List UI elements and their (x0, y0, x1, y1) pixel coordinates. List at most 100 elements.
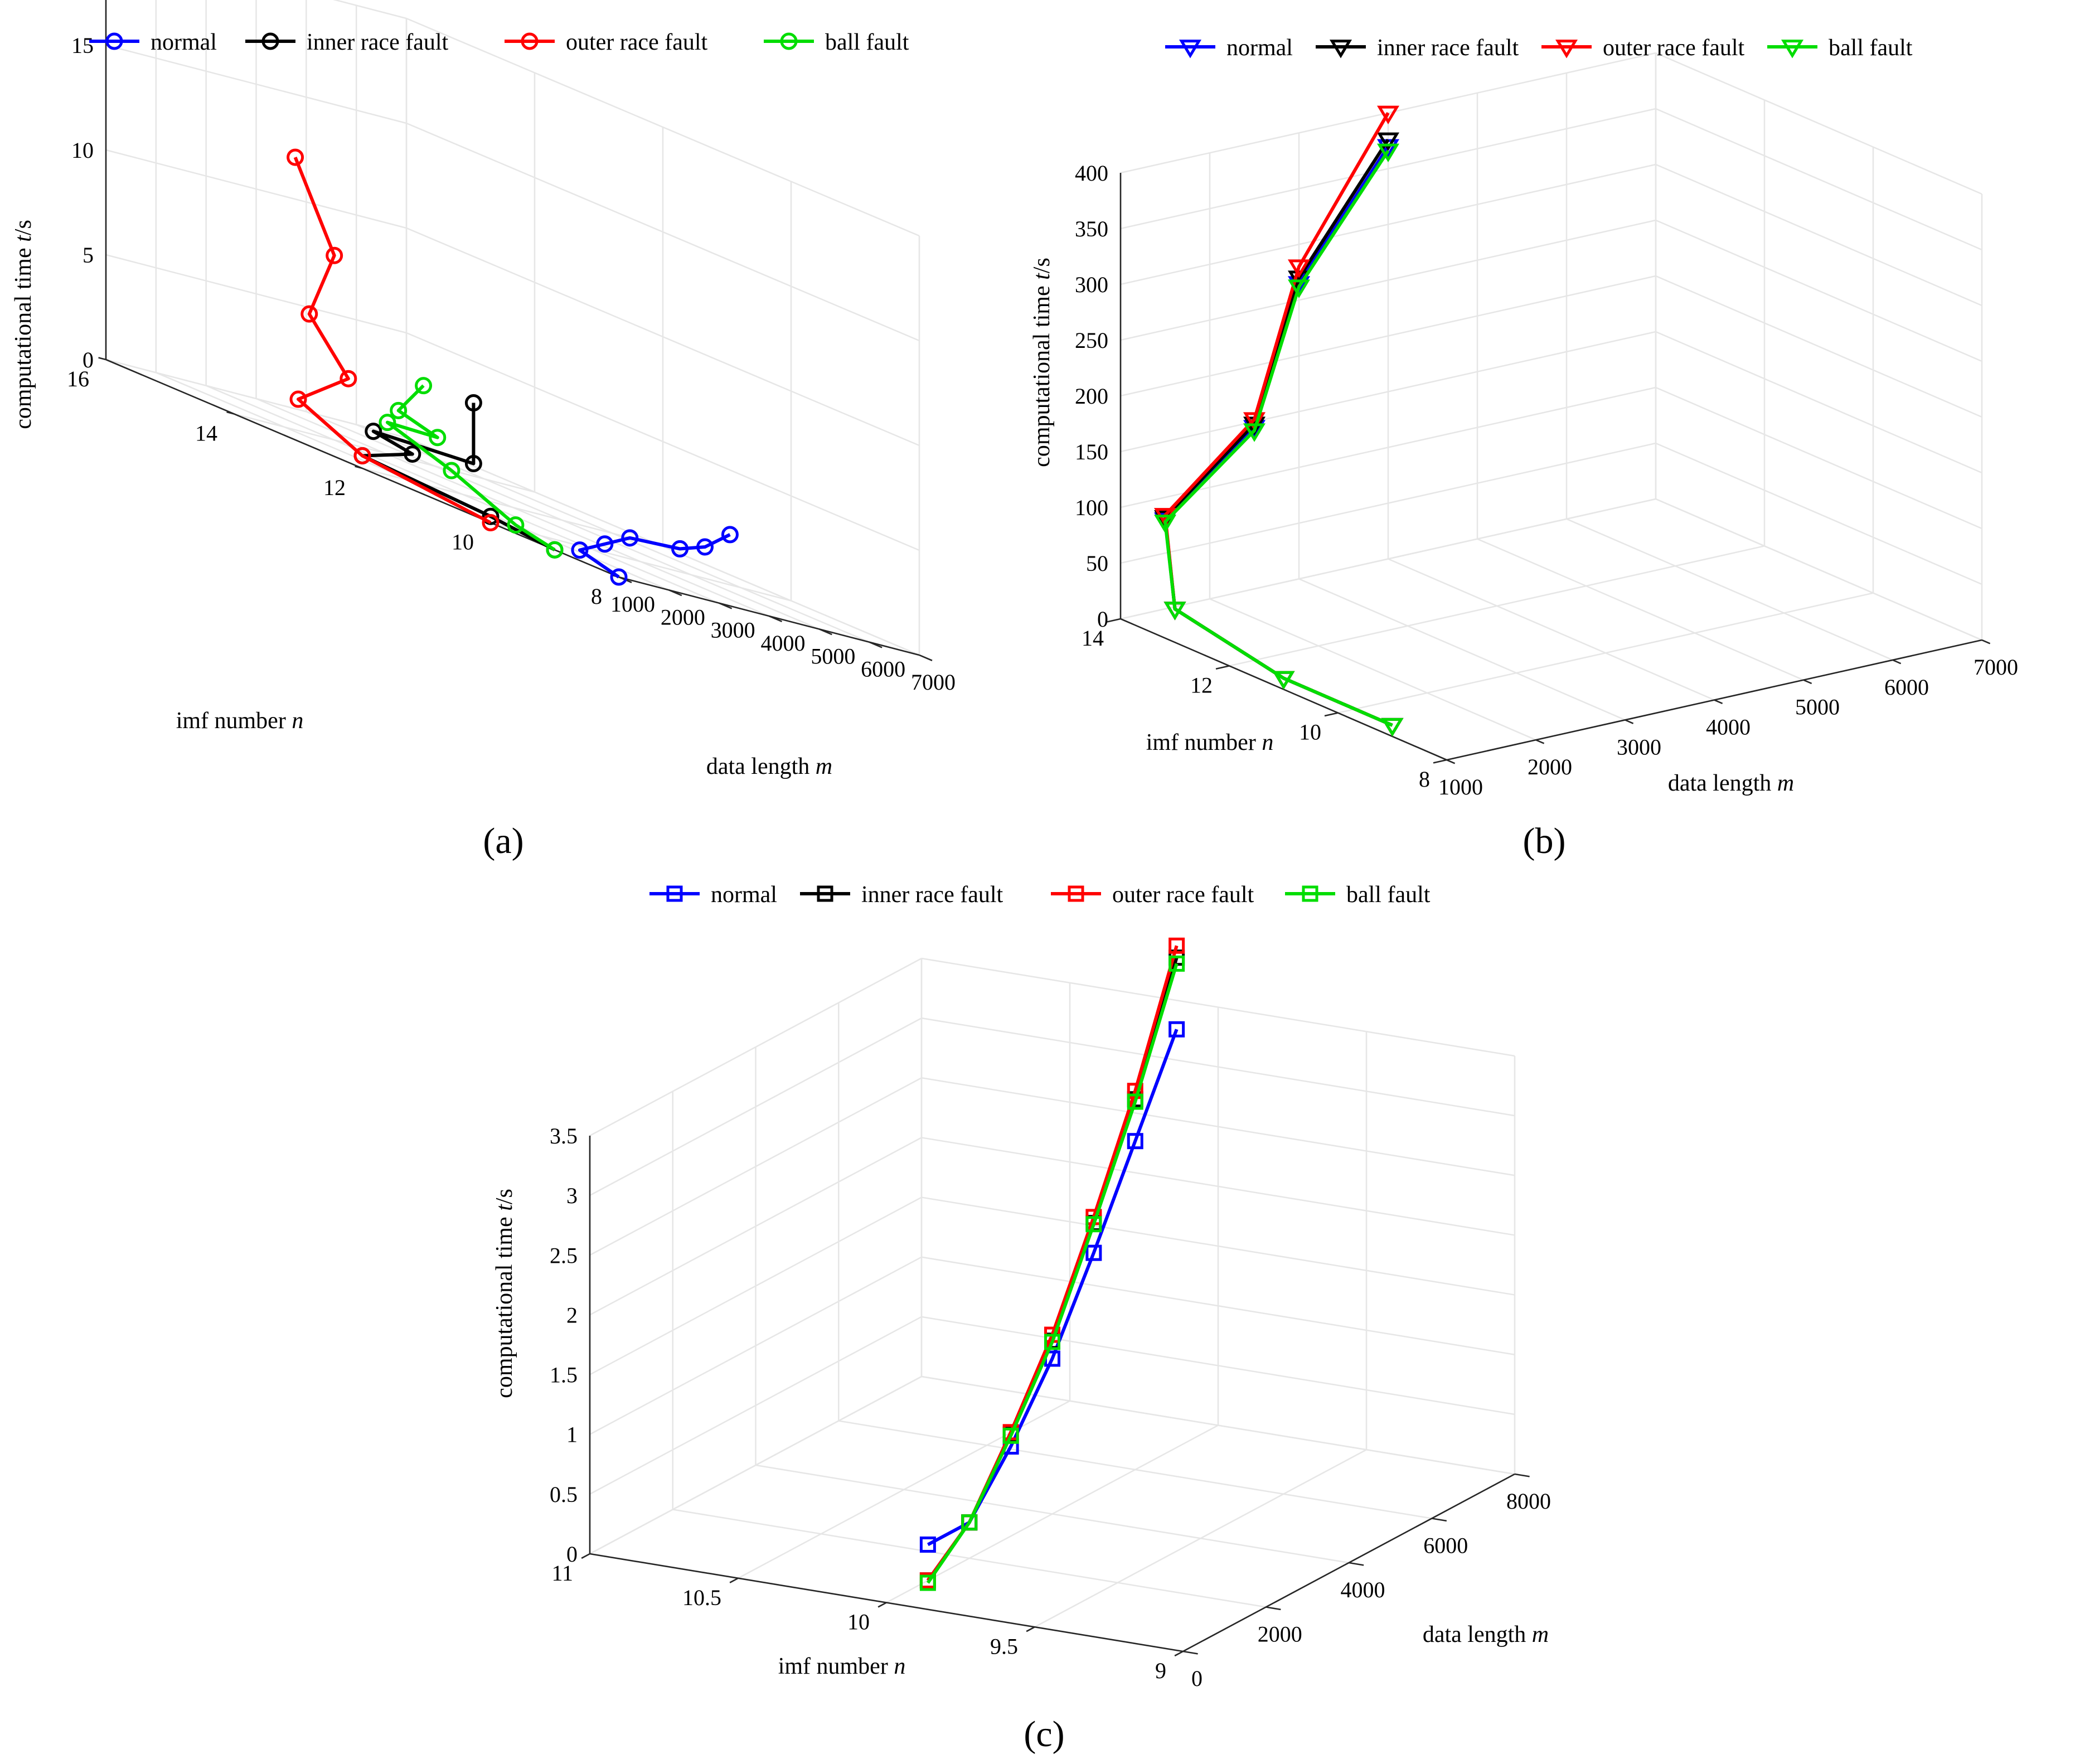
data-point-ball-fault (546, 541, 564, 559)
legend-marker-outer-race-fault (1555, 40, 1578, 59)
data-point-ball-fault (390, 401, 408, 419)
legend-panel-c: normal inner race fault outer race fault ba… (649, 882, 1431, 908)
y-tick-label: 11 (551, 1561, 573, 1586)
x-tick-label: 6000 (1884, 675, 1929, 700)
axes-panel-b: 1000 2000 3000 4000 5000 6000 7000 8 10 12 140 50 10… (1029, 161, 2018, 799)
data-point-outer-race-fault (287, 148, 304, 166)
y-tick-label: 14 (195, 421, 217, 446)
legend-marker-inner-race-fault (261, 32, 279, 50)
series-line-ball-fault (385, 384, 556, 551)
legend-marker-ball-fault (1781, 40, 1804, 59)
legend-label-ball-fault: ball fault (1829, 35, 1913, 61)
x-tick-label: 6000 (1423, 1533, 1468, 1558)
x-tick-label: 1000 (1438, 774, 1483, 799)
x-tick-label: 4000 (761, 631, 806, 656)
x-tick-label: 1000 (610, 592, 655, 617)
data-point-outer-race-fault (326, 246, 343, 264)
z-tick-label: 3.5 (550, 1123, 578, 1148)
z-tick-label: 250 (1075, 328, 1108, 353)
grid-panel-b (1119, 52, 1983, 761)
z-tick-label: 2.5 (550, 1243, 578, 1268)
legend-marker-normal (1179, 40, 1202, 59)
x-tick-label: 3000 (711, 618, 755, 643)
data-point-ball-fault (1381, 718, 1404, 737)
series-panel-b (1153, 105, 1404, 737)
data-point-outer-race-fault (300, 305, 318, 323)
y-tick-label: 9.5 (990, 1634, 1018, 1659)
data-point-normal (1127, 1133, 1143, 1150)
z-tick-label: 2 (566, 1302, 578, 1327)
x-tick-label: 0 (1191, 1666, 1203, 1691)
data-point-ball-fault (961, 1514, 978, 1531)
y-axis-label: imf number n (1146, 730, 1274, 755)
data-point-ball-fault (1002, 1427, 1019, 1444)
x-tick-label: 4000 (1341, 1577, 1385, 1602)
data-point-outer-race-fault (1169, 937, 1185, 954)
data-point-ball-fault (379, 414, 396, 432)
panel-label-c: (c) (1024, 1714, 1064, 1755)
data-point-outer-race-fault (1287, 259, 1311, 278)
y-tick-label: 10 (1299, 720, 1321, 745)
data-point-ball-fault (1085, 1216, 1102, 1233)
x-tick-label: 2000 (661, 604, 705, 629)
data-point-inner-race-fault (365, 423, 382, 440)
legend-marker-normal (105, 32, 123, 50)
x-tick-label: 5000 (811, 643, 855, 668)
series-line-inner-race-fault (926, 957, 1179, 1582)
z-tick-label: 350 (1075, 216, 1108, 241)
z-tick-label: 5 (83, 243, 94, 268)
data-point-inner-race-fault (464, 394, 482, 412)
legend-marker-normal (666, 885, 683, 902)
z-axis-label: computational time t/s (11, 220, 36, 429)
x-tick-label: 3000 (1617, 734, 1661, 759)
data-point-inner-race-fault (1376, 132, 1400, 151)
legend-marker-ball-fault (1302, 885, 1318, 902)
panel-c: 0200040006000800099.51010.51100.511.522.… (492, 882, 1551, 1691)
z-tick-label: 200 (1075, 384, 1108, 409)
data-point-normal (610, 568, 628, 586)
z-tick-label: 3 (566, 1183, 578, 1208)
data-point-ball-fault (415, 377, 433, 395)
legend-label-normal: normal (711, 882, 777, 908)
data-point-inner-race-fault (464, 455, 482, 473)
data-point-ball-fault (1163, 602, 1186, 621)
z-tick-label: 300 (1075, 272, 1108, 297)
data-point-normal (571, 541, 589, 559)
z-tick-label: 0 (83, 347, 94, 372)
x-tick-label: 6000 (861, 657, 905, 682)
x-tick-label: 8000 (1506, 1489, 1551, 1514)
y-tick-label: 8 (1419, 767, 1430, 792)
z-tick-label: 1 (566, 1422, 578, 1447)
data-point-normal (1085, 1244, 1102, 1261)
z-axis-label: computational time t/s (492, 1189, 517, 1398)
legend-label-outer-race-fault: outer race fault (566, 30, 708, 55)
data-point-outer-race-fault (289, 390, 307, 408)
x-axis-label: data length m (706, 754, 832, 779)
series-line-outer-race-fault (1163, 112, 1393, 727)
legend-label-outer-race-fault: outer race fault (1112, 882, 1254, 908)
data-point-ball-fault (1127, 1093, 1143, 1110)
y-tick-label: 10.5 (682, 1585, 721, 1610)
series-line-ball-fault (926, 963, 1179, 1584)
data-point-normal (919, 1536, 936, 1553)
data-point-outer-race-fault (1376, 105, 1400, 124)
y-tick-label: 12 (1190, 672, 1213, 697)
panel-label-a: (a) (483, 821, 523, 861)
legend-label-ball-fault: ball fault (1346, 882, 1431, 908)
legend-label-outer-race-fault: outer race fault (1603, 35, 1745, 61)
y-tick-label: 8 (591, 584, 602, 609)
data-point-ball-fault (919, 1574, 936, 1591)
legend-label-inner-race-fault: inner race fault (1377, 35, 1519, 61)
data-point-ball-fault (429, 429, 447, 447)
z-tick-label: 0.5 (550, 1482, 578, 1507)
data-point-ball-fault (1243, 423, 1266, 442)
series-line-ball-fault (1163, 149, 1393, 727)
data-point-ball-fault (1169, 955, 1185, 972)
data-point-normal (596, 535, 614, 553)
y-tick-label: 9 (1155, 1658, 1166, 1683)
data-point-ball-fault (507, 516, 525, 534)
z-tick-label: 0 (1097, 607, 1108, 632)
x-tick-label: 2000 (1528, 754, 1572, 779)
legend-label-inner-race-fault: inner race fault (307, 30, 449, 55)
